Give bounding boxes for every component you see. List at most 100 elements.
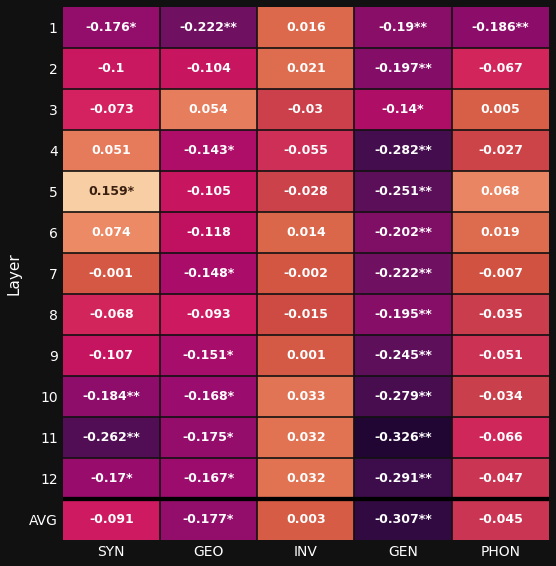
Bar: [355, 253, 452, 294]
Bar: [257, 458, 355, 499]
Bar: [452, 499, 549, 540]
Bar: [452, 171, 549, 212]
Text: -0.177*: -0.177*: [183, 513, 234, 526]
Bar: [63, 335, 160, 376]
Text: -0.1: -0.1: [98, 62, 125, 75]
Text: -0.047: -0.047: [478, 472, 523, 485]
Text: -0.14*: -0.14*: [382, 103, 424, 116]
Bar: [452, 7, 549, 48]
Bar: [452, 89, 549, 130]
Bar: [355, 171, 452, 212]
Text: -0.007: -0.007: [478, 267, 523, 280]
Bar: [160, 499, 257, 540]
Bar: [355, 294, 452, 335]
Bar: [160, 171, 257, 212]
Bar: [452, 48, 549, 89]
Text: -0.167*: -0.167*: [183, 472, 234, 485]
Text: 0.068: 0.068: [481, 185, 520, 198]
Text: -0.222**: -0.222**: [374, 267, 432, 280]
Bar: [257, 89, 355, 130]
Text: -0.326**: -0.326**: [374, 431, 432, 444]
Text: 0.019: 0.019: [480, 226, 520, 239]
Bar: [160, 7, 257, 48]
Bar: [452, 376, 549, 417]
Text: -0.091: -0.091: [89, 513, 133, 526]
Text: 0.074: 0.074: [91, 226, 131, 239]
Bar: [355, 417, 452, 458]
Bar: [257, 253, 355, 294]
Text: -0.148*: -0.148*: [183, 267, 234, 280]
Bar: [452, 294, 549, 335]
Text: -0.107: -0.107: [89, 349, 133, 362]
Bar: [452, 253, 549, 294]
Text: 0.032: 0.032: [286, 472, 326, 485]
Bar: [63, 130, 160, 171]
Text: -0.104: -0.104: [186, 62, 231, 75]
Text: -0.118: -0.118: [186, 226, 231, 239]
Text: -0.307**: -0.307**: [374, 513, 432, 526]
Text: -0.028: -0.028: [284, 185, 328, 198]
Text: 0.005: 0.005: [480, 103, 520, 116]
Text: -0.027: -0.027: [478, 144, 523, 157]
Text: -0.279**: -0.279**: [374, 390, 432, 403]
Bar: [452, 212, 549, 253]
Bar: [160, 48, 257, 89]
Text: -0.143*: -0.143*: [183, 144, 234, 157]
Text: -0.151*: -0.151*: [183, 349, 234, 362]
Text: -0.19**: -0.19**: [379, 21, 428, 34]
Text: -0.202**: -0.202**: [374, 226, 432, 239]
Bar: [257, 294, 355, 335]
Bar: [63, 294, 160, 335]
Bar: [355, 130, 452, 171]
Bar: [257, 212, 355, 253]
Bar: [257, 499, 355, 540]
Text: 0.054: 0.054: [188, 103, 229, 116]
Text: 0.051: 0.051: [91, 144, 131, 157]
Text: -0.184**: -0.184**: [82, 390, 140, 403]
Bar: [355, 212, 452, 253]
Text: 0.033: 0.033: [286, 390, 326, 403]
Bar: [160, 417, 257, 458]
Bar: [63, 89, 160, 130]
Bar: [257, 7, 355, 48]
Bar: [355, 7, 452, 48]
Text: -0.051: -0.051: [478, 349, 523, 362]
Text: 0.021: 0.021: [286, 62, 326, 75]
Bar: [160, 130, 257, 171]
Bar: [257, 417, 355, 458]
Bar: [355, 376, 452, 417]
Bar: [63, 376, 160, 417]
Text: -0.067: -0.067: [478, 62, 523, 75]
Bar: [63, 253, 160, 294]
Text: -0.245**: -0.245**: [374, 349, 432, 362]
Text: -0.035: -0.035: [478, 308, 523, 321]
Text: -0.055: -0.055: [284, 144, 328, 157]
Text: -0.291**: -0.291**: [374, 472, 432, 485]
Text: -0.197**: -0.197**: [374, 62, 432, 75]
Y-axis label: Layer: Layer: [7, 252, 22, 295]
Bar: [355, 48, 452, 89]
Text: -0.03: -0.03: [288, 103, 324, 116]
Bar: [452, 458, 549, 499]
Text: -0.045: -0.045: [478, 513, 523, 526]
Bar: [160, 458, 257, 499]
Bar: [63, 417, 160, 458]
Text: -0.015: -0.015: [284, 308, 328, 321]
Text: 0.159*: 0.159*: [88, 185, 135, 198]
Text: -0.168*: -0.168*: [183, 390, 234, 403]
Bar: [355, 499, 452, 540]
Bar: [63, 48, 160, 89]
Bar: [160, 89, 257, 130]
Bar: [160, 335, 257, 376]
Bar: [355, 458, 452, 499]
Text: -0.001: -0.001: [89, 267, 133, 280]
Bar: [63, 212, 160, 253]
Text: -0.282**: -0.282**: [374, 144, 432, 157]
Text: -0.262**: -0.262**: [82, 431, 140, 444]
Text: -0.073: -0.073: [89, 103, 133, 116]
Bar: [160, 253, 257, 294]
Bar: [452, 130, 549, 171]
Text: -0.093: -0.093: [186, 308, 231, 321]
Text: 0.014: 0.014: [286, 226, 326, 239]
Text: -0.034: -0.034: [478, 390, 523, 403]
